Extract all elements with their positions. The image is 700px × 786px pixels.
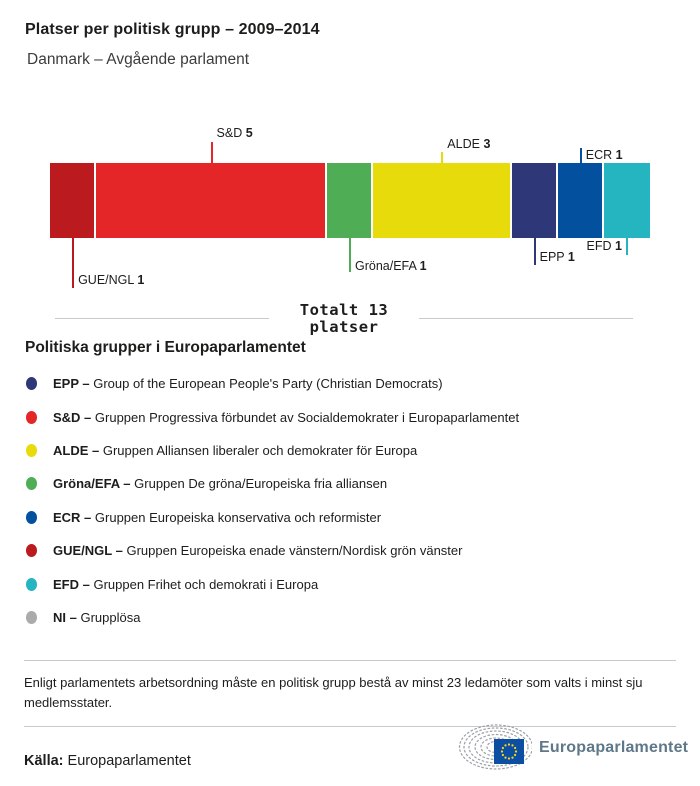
divider-line-right <box>419 318 633 319</box>
total-seats-callout: Totalt 13 platser <box>55 302 633 336</box>
bar-segment-alde <box>373 163 512 238</box>
legend-item: ECR – Gruppen Europeiska konservativa oc… <box>26 501 519 534</box>
legend-abbr: EPP – <box>53 376 90 392</box>
bar-segment-s-d <box>96 163 327 238</box>
legend-color-dot <box>26 510 37 524</box>
legend-color-dot <box>26 544 37 558</box>
segment-group-name: EPP <box>539 250 568 264</box>
segment-label: ALDE 3 <box>447 138 490 151</box>
legend-item: ALDE – Gruppen Alliansen liberaler och d… <box>26 434 519 467</box>
segment-group-name: S&D <box>216 126 246 140</box>
segment-seat-count: 1 <box>567 250 575 264</box>
legend-desc: Gruppen Europeiska enade vänstern/Nordis… <box>122 543 463 559</box>
bar-segment-gr-na-efa <box>326 163 374 238</box>
segment-seat-count: 1 <box>137 273 145 287</box>
tick-line <box>533 238 536 265</box>
legend-desc: Gruppen Alliansen liberaler och demokrat… <box>99 442 418 458</box>
legend-desc: Gruppen De gröna/Europeiska fria allians… <box>130 476 388 492</box>
legend-color-dot <box>26 443 37 457</box>
segment-label: EFD 1 <box>587 240 622 253</box>
legend-label: ECR – Gruppen Europeiska konservativa oc… <box>53 510 381 525</box>
legend-label: S&D – Gruppen Progressiva förbundet av S… <box>53 410 519 425</box>
legend-abbr: S&D – <box>53 409 92 425</box>
legend-item: GUE/NGL – Gruppen Europeiska enade vänst… <box>26 534 519 567</box>
eu-flag-icon <box>494 739 524 764</box>
segment-seat-count: 1 <box>615 148 623 162</box>
source-value: Europaparlamentet <box>67 753 191 769</box>
legend-desc: Gruppen Europeiska konservativa och refo… <box>91 509 382 525</box>
bar-segment-efd <box>603 163 650 238</box>
segment-group-name: GUE/NGL <box>78 273 138 287</box>
legend-heading: Politiska grupper i Europaparlamentet <box>25 339 306 356</box>
eu-flag-stars <box>500 743 518 760</box>
legend-item: S&D – Gruppen Progressiva förbundet av S… <box>26 400 519 433</box>
legend-item: EFD – Gruppen Frihet och demokrati i Eur… <box>26 567 519 600</box>
segment-label: GUE/NGL 1 <box>78 274 144 287</box>
legend-label: NI – Grupplösa <box>53 610 140 625</box>
legend-desc: Group of the European People's Party (Ch… <box>89 376 443 392</box>
segment-group-name: ECR <box>585 148 616 162</box>
legend-desc: Grupplösa <box>76 609 141 625</box>
segment-seat-count: 3 <box>483 137 491 151</box>
tick-line <box>349 238 351 272</box>
legend-abbr: NI – <box>53 609 77 625</box>
legend-desc: Gruppen Frihet och demokrati i Europa <box>89 576 319 592</box>
segment-label: EPP 1 <box>540 251 575 264</box>
legend-item: EPP – Group of the European People's Par… <box>26 367 519 400</box>
segment-group-name: ALDE <box>447 137 484 151</box>
legend-color-dot <box>26 377 37 391</box>
tick-line <box>441 152 444 163</box>
legend-item: Gröna/EFA – Gruppen De gröna/Europeiska … <box>26 467 519 500</box>
legend-abbr: ALDE – <box>53 442 100 458</box>
footer-divider-top <box>24 660 676 661</box>
legend-item: NI – Grupplösa <box>26 601 519 634</box>
tick-line <box>625 238 628 255</box>
tick-line <box>210 142 213 163</box>
segment-label: Gröna/EFA 1 <box>355 260 427 273</box>
footnote-text: Enligt parlamentets arbetsordning måste … <box>24 675 643 710</box>
legend-label: Gröna/EFA – Gruppen De gröna/Europeiska … <box>53 476 387 491</box>
legend-color-dot <box>26 610 37 624</box>
bar-segment-gue-ngl <box>50 163 97 238</box>
legend-color-dot <box>26 477 37 491</box>
bar-segment-epp <box>511 163 558 238</box>
tick-line <box>579 148 582 163</box>
seats-stacked-bar-chart: GUE/NGL 1 S&D 5 Gröna/EFA 1 ALDE 3 EPP 1 ECR … <box>0 0 700 300</box>
segment-seat-count: 1 <box>419 259 427 273</box>
segment-label: S&D 5 <box>217 127 253 140</box>
source-label: Källa: <box>24 753 64 769</box>
legend-color-dot <box>26 577 37 591</box>
page-title: Platser per politisk grupp – 2009–2014 <box>25 21 320 38</box>
legend-abbr: EFD – <box>53 576 90 592</box>
segment-seat-count: 1 <box>614 239 622 253</box>
logo-wordmark: Europaparlamentet <box>539 738 689 756</box>
total-seats-line1: Totalt 13 <box>299 301 389 319</box>
europarl-logo: Europaparlamentet <box>458 724 688 771</box>
legend-list: EPP – Group of the European People's Par… <box>26 367 519 634</box>
segment-label: ECR 1 <box>586 149 623 162</box>
legend-abbr: GUE/NGL – <box>53 543 123 559</box>
legend-color-dot <box>26 410 37 424</box>
total-seats-line2: platser <box>309 318 379 336</box>
legend-abbr: ECR – <box>53 509 92 525</box>
legend-label: EFD – Gruppen Frihet och demokrati i Eur… <box>53 577 318 592</box>
legend-label: EPP – Group of the European People's Par… <box>53 376 443 391</box>
page-subtitle: Danmark – Avgående parlament <box>27 51 250 68</box>
segment-group-name: Gröna/EFA <box>355 259 420 273</box>
divider-line-left <box>55 318 269 319</box>
hemicycle-logo-icon <box>458 724 532 770</box>
footer-divider-bottom <box>24 726 676 727</box>
legend-abbr: Gröna/EFA – <box>53 476 131 492</box>
legend-label: ALDE – Gruppen Alliansen liberaler och d… <box>53 443 417 458</box>
total-seats-label: Totalt 13 platser <box>269 302 419 336</box>
legend-desc: Gruppen Progressiva förbundet av Sociald… <box>91 409 520 425</box>
tick-line <box>72 238 75 288</box>
segment-group-name: EFD <box>586 239 615 253</box>
bar-segment-ecr <box>557 163 604 238</box>
legend-label: GUE/NGL – Gruppen Europeiska enade vänst… <box>53 543 462 558</box>
source-line: Källa: Europaparlamentet <box>24 753 191 769</box>
segment-seat-count: 5 <box>245 126 253 140</box>
